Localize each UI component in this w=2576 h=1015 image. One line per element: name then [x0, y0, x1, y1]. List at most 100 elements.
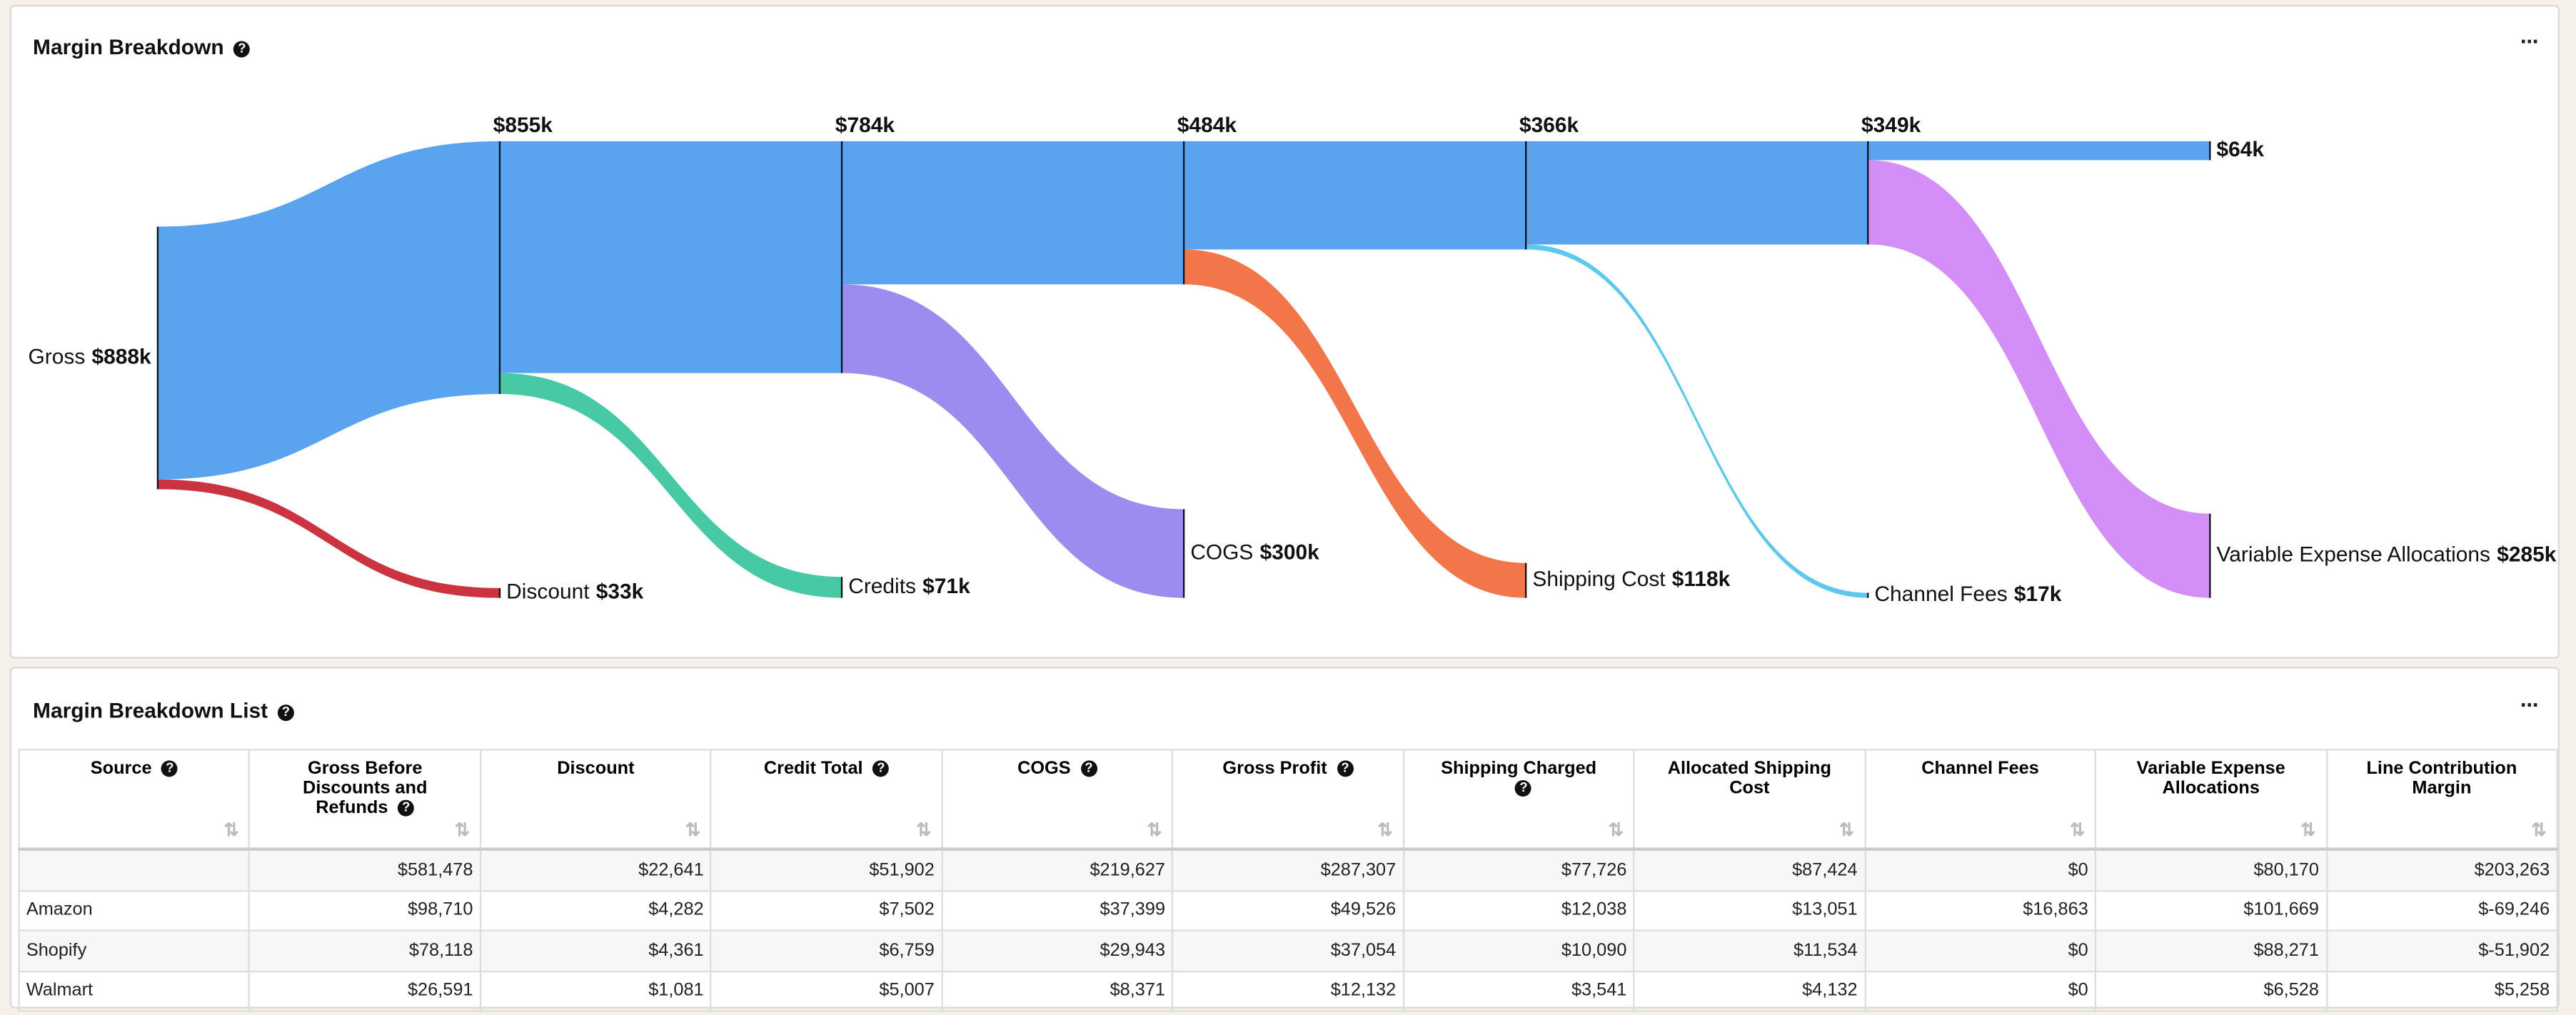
- node: [2209, 141, 2211, 161]
- data-table: Source? ⇅ Gross Before Discounts and Refun…: [18, 749, 2558, 1012]
- table-cell: $7,502: [710, 889, 943, 931]
- node-label: Gross $888k: [29, 345, 151, 368]
- panel-title: Margin Breakdown?: [33, 34, 251, 59]
- outflow: [499, 373, 842, 598]
- table-cell: $6,759: [710, 929, 943, 972]
- main-flow: [1868, 141, 2210, 161]
- outflow-value: $71k: [922, 575, 970, 598]
- column-header-text: Allocated Shipping Cost: [1667, 759, 1831, 799]
- column-header[interactable]: Variable Expense Allocations ⇅: [2094, 749, 2328, 851]
- sort-icon[interactable]: ⇅: [916, 821, 932, 842]
- table-cell: $88,271: [2094, 929, 2328, 972]
- node: [156, 226, 159, 490]
- outflow-label: Shipping Cost $118k: [1532, 567, 1730, 591]
- help-icon[interactable]: ?: [1337, 760, 1354, 777]
- outflow-node: [840, 577, 843, 598]
- table-cell: $12,132: [1172, 969, 1404, 1012]
- table-cell: $11,534: [1633, 929, 1866, 972]
- node-label: $64k: [2217, 138, 2265, 161]
- node-name: Gross: [29, 345, 86, 368]
- column-header-text: Gross Before Discounts and Refunds: [303, 759, 428, 818]
- sort-icon[interactable]: ⇅: [2300, 821, 2316, 842]
- node-value: $64k: [2217, 138, 2265, 161]
- table-cell: [18, 848, 251, 892]
- node-label: $484k: [1177, 113, 1237, 137]
- table-body: $581,478 $22,641 $51,902 $219,627 $287,307 $7…: [18, 848, 2558, 1012]
- outflow: [1184, 249, 1526, 598]
- help-icon[interactable]: ?: [872, 760, 890, 777]
- main-flow: [842, 141, 1184, 285]
- outflow-value: $118k: [1672, 567, 1731, 591]
- sort-icon[interactable]: ⇅: [223, 821, 239, 842]
- table-cell: $1,081: [479, 969, 713, 1012]
- table-cell: $29,943: [941, 929, 1174, 972]
- table-cell: $78,118: [248, 929, 481, 972]
- menu-button[interactable]: ···: [2520, 28, 2540, 54]
- sort-icon[interactable]: ⇅: [1147, 821, 1162, 842]
- table-cell: $80,170: [2094, 848, 2328, 892]
- table-cell: $37,054: [1172, 929, 1404, 972]
- outflow-value: $300k: [1260, 540, 1320, 564]
- help-icon[interactable]: ?: [233, 40, 251, 57]
- sort-icon[interactable]: ⇅: [685, 821, 701, 842]
- table-cell: Shopify: [18, 929, 251, 972]
- table-cell: $101,669: [2094, 889, 2328, 931]
- column-header-text: Gross Profit: [1222, 759, 1327, 779]
- table-row: $581,478 $22,641 $51,902 $219,627 $287,307 $7…: [18, 848, 2558, 892]
- outflow: [1868, 160, 2210, 598]
- column-header[interactable]: Gross Profit? ⇅: [1172, 749, 1404, 851]
- panel-title: Margin Breakdown List?: [33, 697, 294, 723]
- table-cell: Amazon: [18, 889, 251, 931]
- header-row: Source? ⇅ Gross Before Discounts and Refun…: [18, 749, 2558, 851]
- column-header[interactable]: Line Contribution Margin ⇅: [2325, 749, 2558, 851]
- outflow-name: Credits: [848, 575, 916, 598]
- column-header[interactable]: Discount ⇅: [479, 749, 713, 851]
- table-cell: $87,424: [1633, 848, 1866, 892]
- sort-icon[interactable]: ⇅: [2069, 821, 2086, 842]
- help-icon[interactable]: ?: [161, 760, 178, 777]
- help-icon[interactable]: ?: [277, 704, 294, 721]
- sankey-chart: Gross $888k $855k $784k $484k $366k $349k $64k D…: [29, 113, 2557, 606]
- node-value: $349k: [1861, 113, 1921, 137]
- column-header-text: Discount: [557, 759, 635, 779]
- table-cell: $203,263: [2325, 848, 2558, 892]
- outflow-label: Credits $71k: [848, 575, 970, 598]
- panel-title-text: Margin Breakdown List: [33, 697, 268, 723]
- node-label: $855k: [493, 113, 553, 137]
- column-header-text: Shipping Charged: [1441, 759, 1597, 779]
- column-header[interactable]: Channel Fees ⇅: [1863, 749, 2097, 851]
- table-cell: $12,038: [1402, 889, 1635, 931]
- table-cell: $8,371: [941, 969, 1174, 1012]
- help-icon[interactable]: ?: [1515, 780, 1532, 797]
- sort-icon[interactable]: ⇅: [1608, 821, 1624, 842]
- sort-icon[interactable]: ⇅: [1838, 821, 1854, 842]
- help-icon[interactable]: ?: [398, 799, 415, 817]
- column-header[interactable]: Credit Total? ⇅: [710, 749, 943, 851]
- column-header-text: Credit Total: [763, 759, 863, 779]
- column-header-text: Source: [90, 759, 152, 779]
- column-header[interactable]: Shipping Charged? ⇅: [1402, 749, 1635, 851]
- help-icon[interactable]: ?: [1080, 760, 1097, 777]
- outflow-value: $33k: [596, 580, 644, 604]
- column-header[interactable]: COGS? ⇅: [941, 749, 1174, 851]
- column-header[interactable]: Gross Before Discounts and Refunds? ⇅: [248, 749, 481, 851]
- node-value: $366k: [1519, 113, 1579, 137]
- outflow-label: Channel Fees $17k: [1874, 582, 2061, 606]
- table-cell: $0: [1863, 848, 2097, 892]
- outflow-label: Variable Expense Allocations $285k: [2217, 542, 2557, 566]
- table-cell: $-51,902: [2325, 929, 2558, 972]
- table-cell: Walmart: [18, 969, 251, 1012]
- sort-icon[interactable]: ⇅: [1377, 821, 1393, 842]
- menu-button[interactable]: ···: [2520, 691, 2540, 718]
- outflow-node: [2209, 513, 2211, 598]
- outflow-name: Discount: [506, 580, 590, 604]
- sort-icon[interactable]: ⇅: [2531, 821, 2547, 842]
- column-header[interactable]: Source? ⇅: [18, 749, 251, 851]
- sort-icon[interactable]: ⇅: [454, 821, 470, 842]
- table-cell: $77,726: [1402, 848, 1635, 892]
- column-header[interactable]: Allocated Shipping Cost ⇅: [1633, 749, 1866, 851]
- table-cell: $37,399: [941, 889, 1174, 931]
- table-cell: $13,051: [1633, 889, 1866, 931]
- node-value: $855k: [493, 113, 553, 137]
